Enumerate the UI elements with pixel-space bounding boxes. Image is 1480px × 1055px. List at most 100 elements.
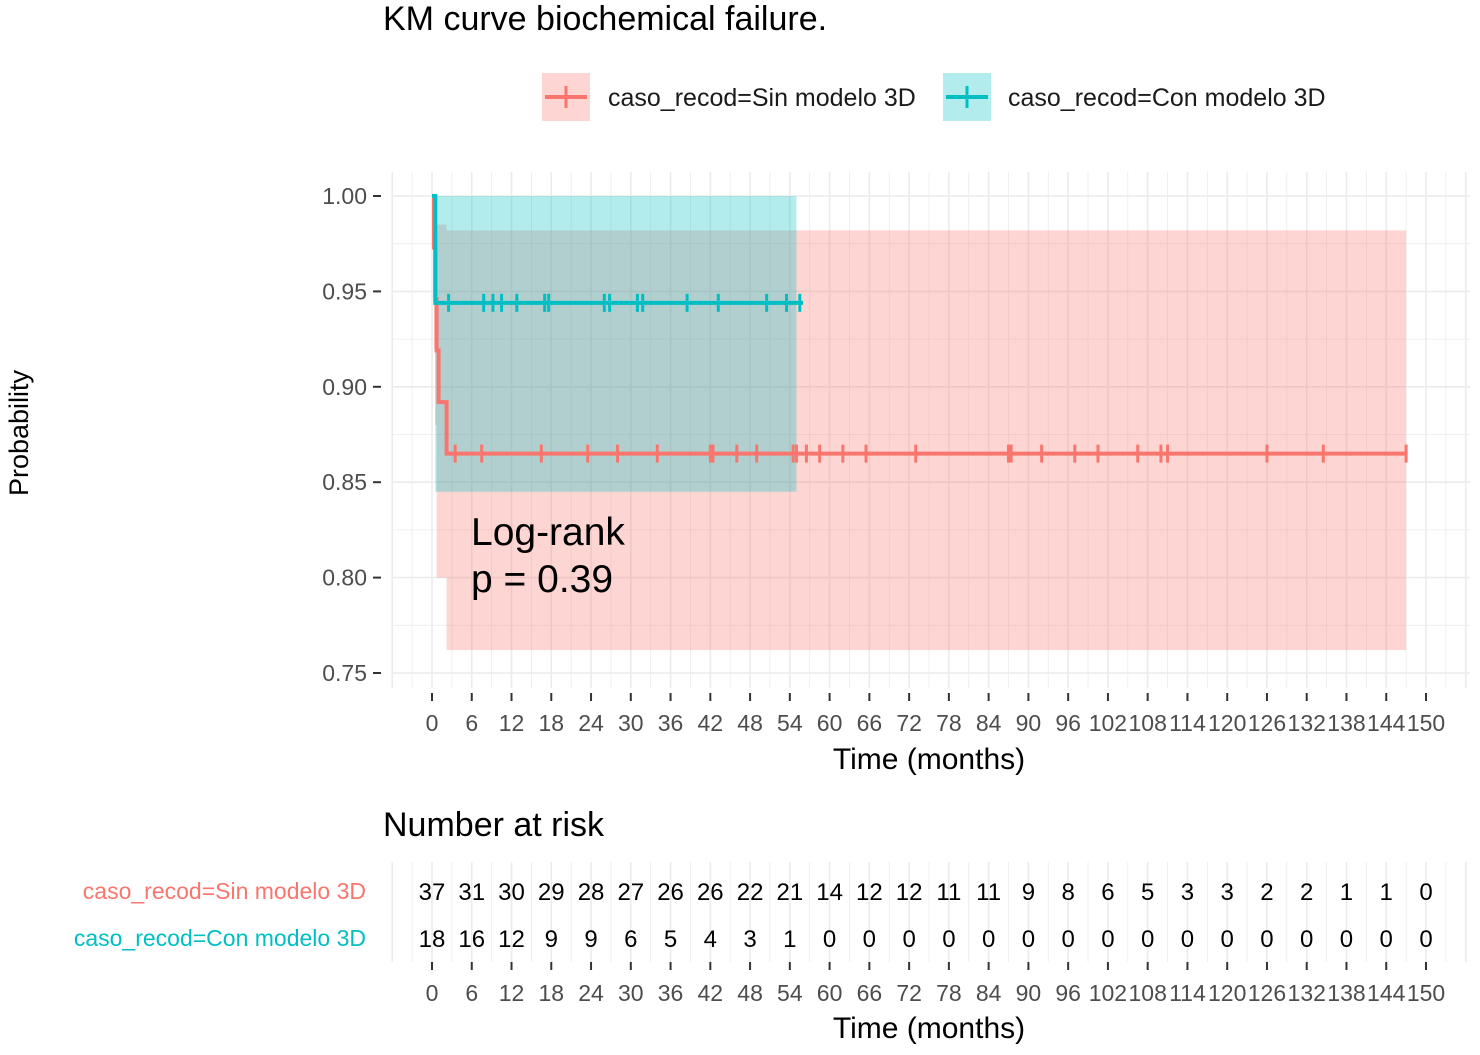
- risk-count: 30: [498, 879, 525, 906]
- risk-count: 12: [498, 926, 525, 953]
- risk-count: 2: [1300, 879, 1313, 906]
- risk-count: 18: [419, 926, 446, 953]
- x-tick-label: 150: [1407, 710, 1445, 736]
- x-tick-label: 144: [1367, 710, 1406, 736]
- risk-count: 2: [1260, 879, 1273, 906]
- risk-x-tick-label: 6: [465, 980, 478, 1006]
- risk-count: 0: [1022, 926, 1035, 953]
- risk-count: 0: [1181, 926, 1194, 953]
- risk-row: caso_recod=Sin modelo 3D 37 31 30 29 28 27 26 26…: [83, 878, 1433, 906]
- x-tick-label: 66: [857, 710, 883, 736]
- risk-count: 8: [1061, 879, 1074, 906]
- risk-count: 1: [783, 926, 796, 953]
- risk-count: 0: [1221, 926, 1234, 953]
- risk-count: 3: [1181, 879, 1194, 906]
- risk-count: 3: [1221, 879, 1234, 906]
- risk-x-tick-label: 30: [618, 980, 644, 1006]
- risk-count: 0: [1419, 879, 1432, 906]
- x-tick-label: 0: [426, 710, 439, 736]
- risk-count: 27: [617, 879, 644, 906]
- risk-x-tick-label: 108: [1128, 980, 1166, 1006]
- y-tick-label: 0.75: [322, 660, 367, 686]
- x-tick-label: 60: [817, 710, 843, 736]
- risk-x-tick-label: 96: [1055, 980, 1081, 1006]
- x-tick-label: 12: [499, 710, 525, 736]
- risk-x-tick-label: 60: [817, 980, 843, 1006]
- risk-row-label: caso_recod=Con modelo 3D: [74, 925, 366, 951]
- risk-count: 31: [458, 879, 485, 906]
- risk-count: 14: [816, 879, 843, 906]
- x-tick-label: 72: [896, 710, 922, 736]
- x-tick-label: 120: [1208, 710, 1246, 736]
- plot-grid: [391, 172, 1470, 688]
- x-tick-label: 30: [618, 710, 644, 736]
- risk-count: 28: [578, 879, 605, 906]
- risk-x-tick-label: 54: [777, 980, 803, 1006]
- risk-x-tick-label: 36: [658, 980, 684, 1006]
- x-tick-label: 108: [1128, 710, 1166, 736]
- y-tick-label: 0.80: [322, 565, 367, 591]
- x-axis: 0 6 12 18 24 30 36 42 48 54 60 66 72 78 84 90 96 102 108 11…: [426, 693, 1445, 776]
- risk-count: 0: [1340, 926, 1353, 953]
- risk-x-tick-label: 102: [1089, 980, 1127, 1006]
- risk-count: 0: [1141, 926, 1154, 953]
- risk-x-tick-label: 48: [737, 980, 763, 1006]
- risk-x-axis-title: Time (months): [833, 1012, 1025, 1045]
- risk-x-tick-label: 138: [1327, 980, 1365, 1006]
- risk-x-tick-label: 24: [578, 980, 604, 1006]
- x-tick-label: 54: [777, 710, 803, 736]
- risk-count: 0: [942, 926, 955, 953]
- x-tick-label: 42: [698, 710, 724, 736]
- risk-x-tick-label: 66: [857, 980, 883, 1006]
- risk-count: 9: [584, 926, 597, 953]
- risk-count: 5: [1141, 879, 1154, 906]
- risk-count: 4: [704, 926, 717, 953]
- risk-count: 22: [737, 879, 764, 906]
- legend: caso_recod=Sin modelo 3D caso_recod=Con m…: [542, 73, 1326, 121]
- risk-count: 0: [1061, 926, 1074, 953]
- x-tick-label: 24: [578, 710, 604, 736]
- x-tick-label: 138: [1327, 710, 1365, 736]
- x-tick-label: 36: [658, 710, 684, 736]
- risk-x-tick-label: 90: [1016, 980, 1042, 1006]
- risk-count: 37: [419, 879, 446, 906]
- risk-count: 0: [823, 926, 836, 953]
- legend-label: caso_recod=Sin modelo 3D: [608, 84, 916, 112]
- risk-count: 26: [657, 879, 684, 906]
- x-tick-label: 114: [1169, 710, 1206, 736]
- legend-item: caso_recod=Con modelo 3D: [943, 73, 1326, 121]
- risk-count: 0: [1380, 926, 1393, 953]
- x-tick-label: 78: [936, 710, 962, 736]
- risk-count: 0: [863, 926, 876, 953]
- risk-x-axis: 0 6 12 18 24 30 36 42 48 54 60 66 72 78 84 90 96 102 108 11…: [426, 962, 1445, 1045]
- risk-x-tick-label: 12: [499, 980, 525, 1006]
- risk-x-tick-label: 42: [698, 980, 724, 1006]
- risk-count: 1: [1380, 879, 1393, 906]
- risk-x-tick-label: 120: [1208, 980, 1246, 1006]
- logrank-label: Log-rank: [471, 511, 625, 554]
- x-tick-label: 132: [1288, 710, 1326, 736]
- x-tick-label: 84: [976, 710, 1002, 736]
- risk-x-tick-label: 132: [1288, 980, 1326, 1006]
- x-tick-label: 18: [538, 710, 564, 736]
- x-tick-label: 48: [737, 710, 763, 736]
- x-axis-title: Time (months): [833, 743, 1025, 776]
- risk-count: 0: [1419, 926, 1432, 953]
- y-tick-label: 0.85: [322, 469, 367, 495]
- y-tick-label: 1.00: [322, 183, 367, 209]
- risk-count: 11: [976, 879, 1001, 906]
- risk-count: 0: [1300, 926, 1313, 953]
- risk-x-tick-label: 18: [538, 980, 564, 1006]
- risk-count: 0: [1101, 926, 1114, 953]
- risk-x-tick-label: 78: [936, 980, 962, 1006]
- risk-count: 0: [1260, 926, 1273, 953]
- x-tick-label: 6: [465, 710, 478, 736]
- legend-item: caso_recod=Sin modelo 3D: [542, 73, 916, 121]
- y-tick-label: 0.95: [322, 278, 367, 304]
- x-tick-label: 126: [1248, 710, 1286, 736]
- risk-count: 12: [856, 879, 883, 906]
- risk-row: caso_recod=Con modelo 3D 18 16 12 9 9 6 5 4 3 1 0 0 0…: [74, 925, 1433, 953]
- risk-x-tick-label: 72: [896, 980, 922, 1006]
- risk-x-tick-label: 0: [426, 980, 439, 1006]
